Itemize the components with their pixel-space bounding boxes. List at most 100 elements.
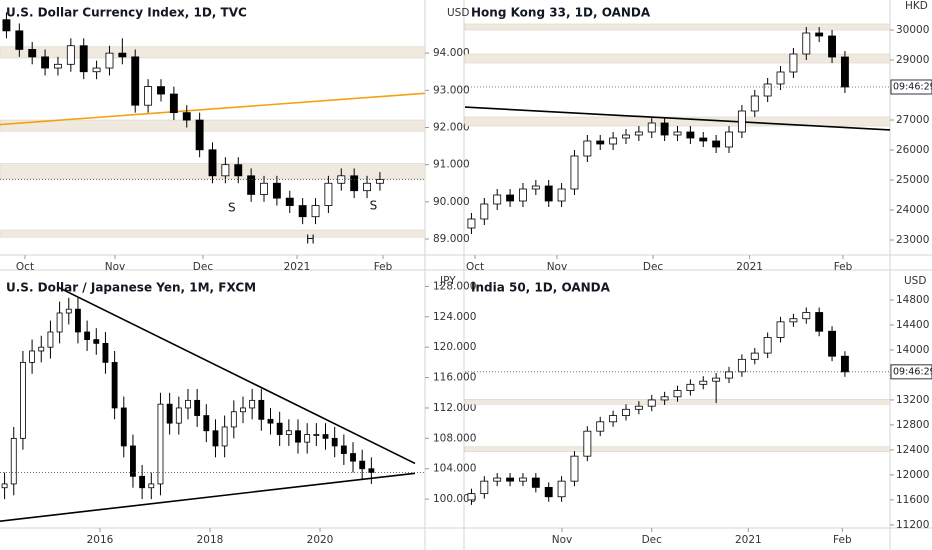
candle-body (531, 185, 540, 190)
annotation: S (228, 200, 236, 214)
candle-body (15, 30, 24, 50)
candle-body (65, 308, 72, 314)
y-tick-label: 11600 (896, 494, 929, 506)
candle-body (519, 477, 527, 482)
candle-body (304, 434, 311, 443)
candle-body (647, 122, 656, 133)
candle-body (350, 453, 356, 462)
candle-body (221, 164, 230, 177)
trend-line (0, 472, 416, 522)
annotation: H (306, 233, 315, 247)
candle-body (609, 415, 618, 423)
y-tick-label: 27000 (896, 114, 929, 126)
y-tick-label: 108.000 (433, 432, 476, 444)
candle-body (750, 95, 759, 112)
x-tick-label: 2021 (735, 534, 762, 546)
candle-body (175, 407, 182, 424)
candle-body (544, 486, 553, 498)
candle-body (363, 182, 371, 192)
y-tick-label: 120.000 (433, 341, 476, 353)
candle-body (673, 131, 682, 136)
y-tick-label: 23000 (896, 234, 929, 246)
candle-body (544, 185, 553, 202)
x-tick-label: 2021 (736, 261, 763, 273)
candle-body (130, 445, 136, 477)
candle-body (111, 361, 118, 409)
unit-label: JPY (439, 275, 456, 287)
candle-body (660, 396, 669, 401)
price-tag (890, 79, 932, 95)
zone (464, 446, 891, 453)
candle-body (195, 119, 204, 151)
y-tick-label: 12400 (896, 444, 929, 456)
x-tick-label: 2020 (307, 534, 334, 546)
candle-body (203, 415, 210, 432)
candle-body (802, 312, 811, 320)
chart-title: U.S. Dollar / Japanese Yen, 1M, FXCM (6, 281, 256, 295)
candle-body (815, 312, 824, 332)
y-tick-label: 14400 (896, 319, 929, 331)
x-tick-label: Nov (547, 261, 568, 273)
x-tick-label: Nov (105, 261, 126, 273)
candle-body (480, 203, 489, 220)
candle-body (506, 194, 515, 202)
candle-body (506, 477, 515, 482)
y-tick-label: 25000 (896, 174, 929, 186)
candle-body (570, 155, 579, 190)
candle-body (712, 377, 721, 382)
candle-body (828, 330, 836, 357)
candle-body (531, 477, 540, 488)
candle-body (234, 164, 243, 177)
candle-body (686, 383, 695, 391)
candle-body (79, 45, 88, 73)
candle-body (144, 86, 153, 106)
y-tick-label: 11200 (896, 519, 929, 531)
y-tick-label: 89.000 (433, 233, 470, 245)
candle-body (519, 188, 527, 202)
candle-body (298, 205, 307, 218)
candle-body (480, 480, 489, 495)
x-tick-label: Dec (193, 261, 214, 273)
candle-body (2, 19, 11, 32)
candle-body (634, 405, 643, 410)
candle-body (208, 149, 217, 177)
candle-body (493, 194, 502, 205)
candle-body (840, 56, 849, 88)
candle-body (47, 331, 54, 348)
candle-body (815, 32, 824, 37)
candle-body (673, 390, 682, 398)
candle-body (258, 399, 265, 420)
candle-body (583, 140, 592, 157)
candle-body (375, 179, 384, 184)
candle-body (596, 140, 605, 145)
y-tick-label: 29000 (896, 54, 929, 66)
candle-body (157, 86, 165, 95)
x-tick-label: 2021 (284, 261, 311, 273)
chart-title: U.S. Dollar Currency Index, 1D, TVC (6, 6, 247, 20)
candle-body (337, 175, 346, 184)
y-tick-label: 14000 (896, 344, 929, 356)
y-tick-label: 30000 (896, 24, 929, 36)
candle-body (105, 52, 114, 69)
x-tick-label: Dec (642, 534, 663, 546)
y-tick-label: 24000 (896, 204, 929, 216)
candle-body (699, 380, 708, 385)
y-tick-label: 93.000 (433, 84, 470, 96)
y-tick-label: 12800 (896, 419, 929, 431)
y-tick-label: 14800 (896, 294, 929, 306)
candle-body (368, 468, 375, 473)
x-tick-label: Nov (552, 534, 573, 546)
candle-body (28, 49, 37, 58)
candle-body (93, 339, 100, 344)
candle-body (267, 418, 274, 424)
candle-body (295, 430, 301, 443)
candle-body (350, 175, 359, 192)
zone (0, 46, 426, 59)
candle-body (260, 182, 268, 195)
candle-body (331, 437, 338, 447)
zone (0, 229, 426, 238)
candle-body (139, 475, 146, 489)
x-tick-label: 2016 (87, 534, 114, 546)
y-tick-label: 112.000 (433, 402, 476, 414)
trend-line (464, 106, 891, 131)
